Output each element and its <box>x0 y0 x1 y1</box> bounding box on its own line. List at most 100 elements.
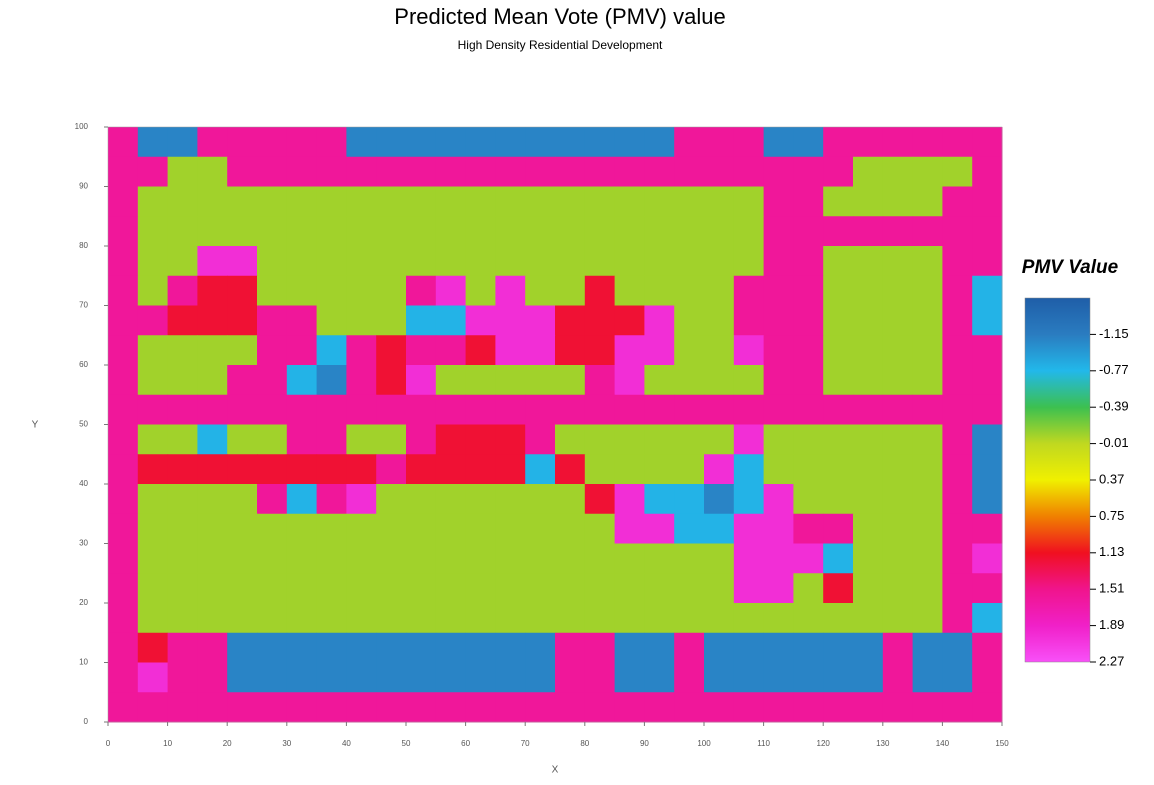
heatmap-cell <box>763 127 794 158</box>
heatmap-cell <box>525 216 556 247</box>
heatmap-cell <box>257 365 288 396</box>
heatmap-cell <box>197 156 228 187</box>
heatmap-cell <box>555 632 586 663</box>
heatmap-cell <box>942 186 973 217</box>
heatmap-cell <box>912 484 943 515</box>
heatmap-cell <box>197 573 228 604</box>
heatmap-cell <box>793 513 824 544</box>
heatmap-cell <box>674 632 705 663</box>
heatmap-cell <box>704 603 735 634</box>
heatmap-cell <box>853 424 884 455</box>
heatmap-cell <box>435 365 467 396</box>
x-tick-label: 140 <box>936 739 950 748</box>
heatmap-cell <box>465 365 496 396</box>
heatmap-cell <box>495 692 526 723</box>
heatmap-cell <box>286 275 318 306</box>
heatmap-cell <box>882 603 914 634</box>
heatmap-cell <box>227 186 258 217</box>
heatmap-cell <box>465 543 496 574</box>
heatmap-cell <box>376 692 407 723</box>
heatmap-cell <box>167 216 198 247</box>
heatmap-cell <box>465 632 496 663</box>
heatmap-cell <box>137 275 169 306</box>
heatmap-cell <box>853 305 884 336</box>
heatmap-cell <box>972 632 1003 663</box>
heatmap-cell <box>376 603 407 634</box>
heatmap-cell <box>853 335 884 366</box>
heatmap-cell <box>346 216 377 247</box>
y-tick-label: 80 <box>79 241 88 250</box>
heatmap-cell <box>435 454 467 485</box>
heatmap-cell <box>495 127 526 158</box>
heatmap-cell <box>108 275 139 306</box>
heatmap-cell <box>644 305 675 336</box>
heatmap-cell <box>346 424 377 455</box>
heatmap-cell <box>614 692 645 723</box>
heatmap-cell <box>286 365 318 396</box>
heatmap-cell <box>555 484 586 515</box>
heatmap-cell <box>495 335 526 366</box>
heatmap-cell <box>704 394 735 425</box>
heatmap-cell <box>823 127 854 158</box>
heatmap-cell <box>882 186 914 217</box>
heatmap-cell <box>942 335 973 366</box>
heatmap-cell <box>346 543 377 574</box>
heatmap-cell <box>406 603 437 634</box>
heatmap-cell <box>674 335 705 366</box>
x-tick-label: 110 <box>757 739 770 748</box>
heatmap-cell <box>763 275 794 306</box>
x-tick-label: 40 <box>342 739 351 748</box>
heatmap-cell <box>495 216 526 247</box>
heatmap-cell <box>108 573 139 604</box>
heatmap-cell <box>733 513 765 544</box>
heatmap-cell <box>406 692 437 723</box>
heatmap-cell <box>972 424 1003 455</box>
heatmap-cell <box>912 365 943 396</box>
heatmap-cell <box>495 484 526 515</box>
heatmap-cell <box>793 305 824 336</box>
heatmap-cell <box>823 513 854 544</box>
heatmap-cell <box>704 127 735 158</box>
heatmap-cell <box>465 603 496 634</box>
heatmap-cell <box>108 454 139 485</box>
heatmap-cell <box>286 632 318 663</box>
heatmap-cell <box>316 424 347 455</box>
heatmap-cell <box>823 275 854 306</box>
heatmap-cell <box>644 513 675 544</box>
heatmap-cell <box>644 186 675 217</box>
heatmap-cell <box>376 454 407 485</box>
heatmap-cell <box>555 335 586 366</box>
heatmap-cell <box>793 424 824 455</box>
heatmap-cell <box>584 186 616 217</box>
heatmap-cell <box>376 216 407 247</box>
heatmap-cell <box>942 156 973 187</box>
y-tick-label: 30 <box>79 539 88 548</box>
heatmap-cell <box>644 394 675 425</box>
heatmap-cell <box>227 454 258 485</box>
heatmap-cell <box>853 692 884 723</box>
heatmap-cell <box>376 127 407 158</box>
colorbar-tick-label: -0.39 <box>1099 399 1129 414</box>
heatmap-cell <box>823 216 854 247</box>
heatmap-cell <box>137 543 169 574</box>
heatmap-cell <box>346 305 377 336</box>
heatmap-cell <box>406 662 437 693</box>
heatmap-cell <box>555 186 586 217</box>
heatmap-cell <box>137 127 169 158</box>
heatmap-cell <box>853 275 884 306</box>
heatmap-cell <box>614 365 645 396</box>
heatmap-cell <box>733 454 765 485</box>
heatmap-cell <box>108 216 139 247</box>
heatmap-cell <box>346 335 377 366</box>
heatmap-cell <box>644 156 675 187</box>
heatmap-cell <box>227 632 258 663</box>
heatmap-cell <box>972 216 1003 247</box>
x-tick-label: 150 <box>995 739 1009 748</box>
heatmap-cell <box>942 543 973 574</box>
heatmap-cell <box>108 394 139 425</box>
heatmap-cell <box>286 513 318 544</box>
heatmap-cell <box>584 603 616 634</box>
heatmap-cell <box>614 156 645 187</box>
heatmap-cell <box>167 484 198 515</box>
heatmap-cell <box>257 603 288 634</box>
